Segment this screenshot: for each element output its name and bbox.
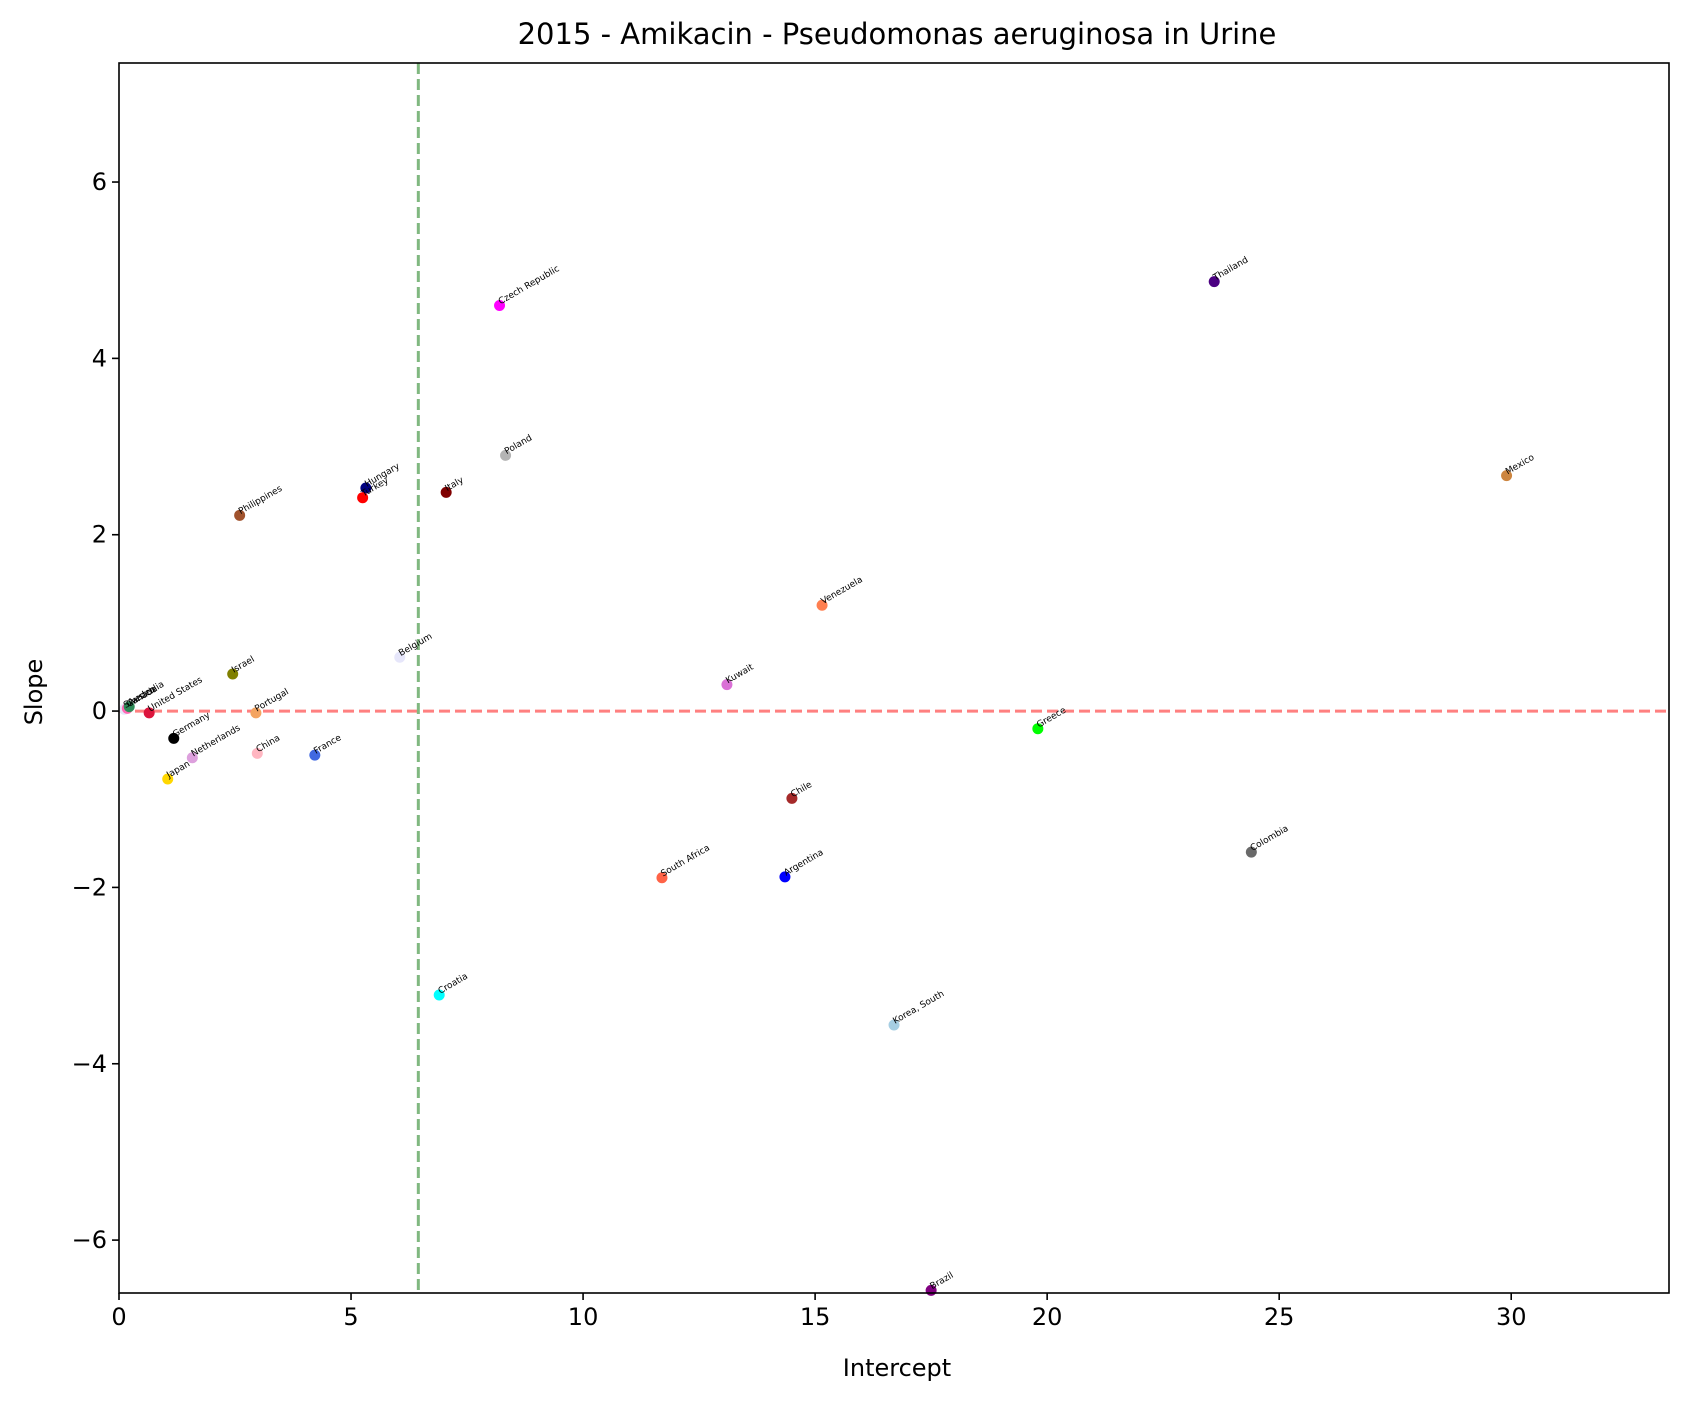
x-tick-label: 30	[1496, 1303, 1527, 1331]
data-point	[357, 492, 369, 504]
y-tick-label: 0	[92, 697, 107, 725]
x-tick-label: 10	[568, 1303, 599, 1331]
reference-lines	[119, 63, 1669, 1293]
data-point	[234, 509, 246, 521]
y-tick-label: 6	[92, 168, 107, 196]
data-point	[251, 747, 263, 759]
data-point	[1032, 723, 1044, 735]
data-point	[162, 773, 174, 785]
data-point	[1245, 846, 1257, 858]
plot-frame	[118, 62, 1670, 1294]
x-tick-label: 5	[343, 1303, 358, 1331]
x-tick-label: 20	[1032, 1303, 1063, 1331]
x-tick-label: 25	[1264, 1303, 1295, 1331]
x-axis-ticks: 0 5 10 15 20 25 30	[111, 1293, 1526, 1331]
y-tick-label: 4	[92, 344, 107, 372]
data-point	[500, 449, 512, 461]
data-points	[119, 276, 1513, 1296]
data-point	[1208, 276, 1220, 288]
data-point	[786, 792, 798, 804]
x-tick-label: 0	[111, 1303, 126, 1331]
data-point	[227, 668, 239, 680]
data-point	[656, 872, 668, 884]
y-tick-label: −2	[72, 873, 107, 901]
data-point	[816, 599, 828, 611]
data-point	[440, 486, 452, 498]
data-point	[168, 732, 180, 744]
x-axis-label: Intercept	[843, 1354, 951, 1382]
chart-title: 2015 - Amikacin - Pseudomonas aeruginosa…	[518, 17, 1277, 51]
data-point	[394, 651, 406, 663]
y-tick-label: −6	[72, 1226, 107, 1254]
data-point	[721, 679, 733, 691]
data-point	[360, 482, 372, 494]
data-point	[433, 989, 445, 1001]
y-tick-label: 2	[92, 521, 107, 549]
data-point	[888, 1019, 900, 1031]
data-point	[186, 752, 198, 764]
y-tick-label: −4	[72, 1050, 107, 1078]
data-point	[1501, 470, 1513, 482]
data-point	[143, 707, 155, 719]
data-point	[309, 749, 321, 761]
data-point	[779, 871, 791, 883]
x-tick-label: 15	[800, 1303, 831, 1331]
y-axis-label: Slope	[20, 659, 48, 726]
plot-background	[119, 63, 1669, 1293]
data-point	[494, 299, 506, 311]
data-point	[250, 707, 262, 719]
y-axis-ticks: −6 −4 −2 0 2 4 6	[72, 168, 119, 1254]
data-point	[123, 701, 135, 713]
